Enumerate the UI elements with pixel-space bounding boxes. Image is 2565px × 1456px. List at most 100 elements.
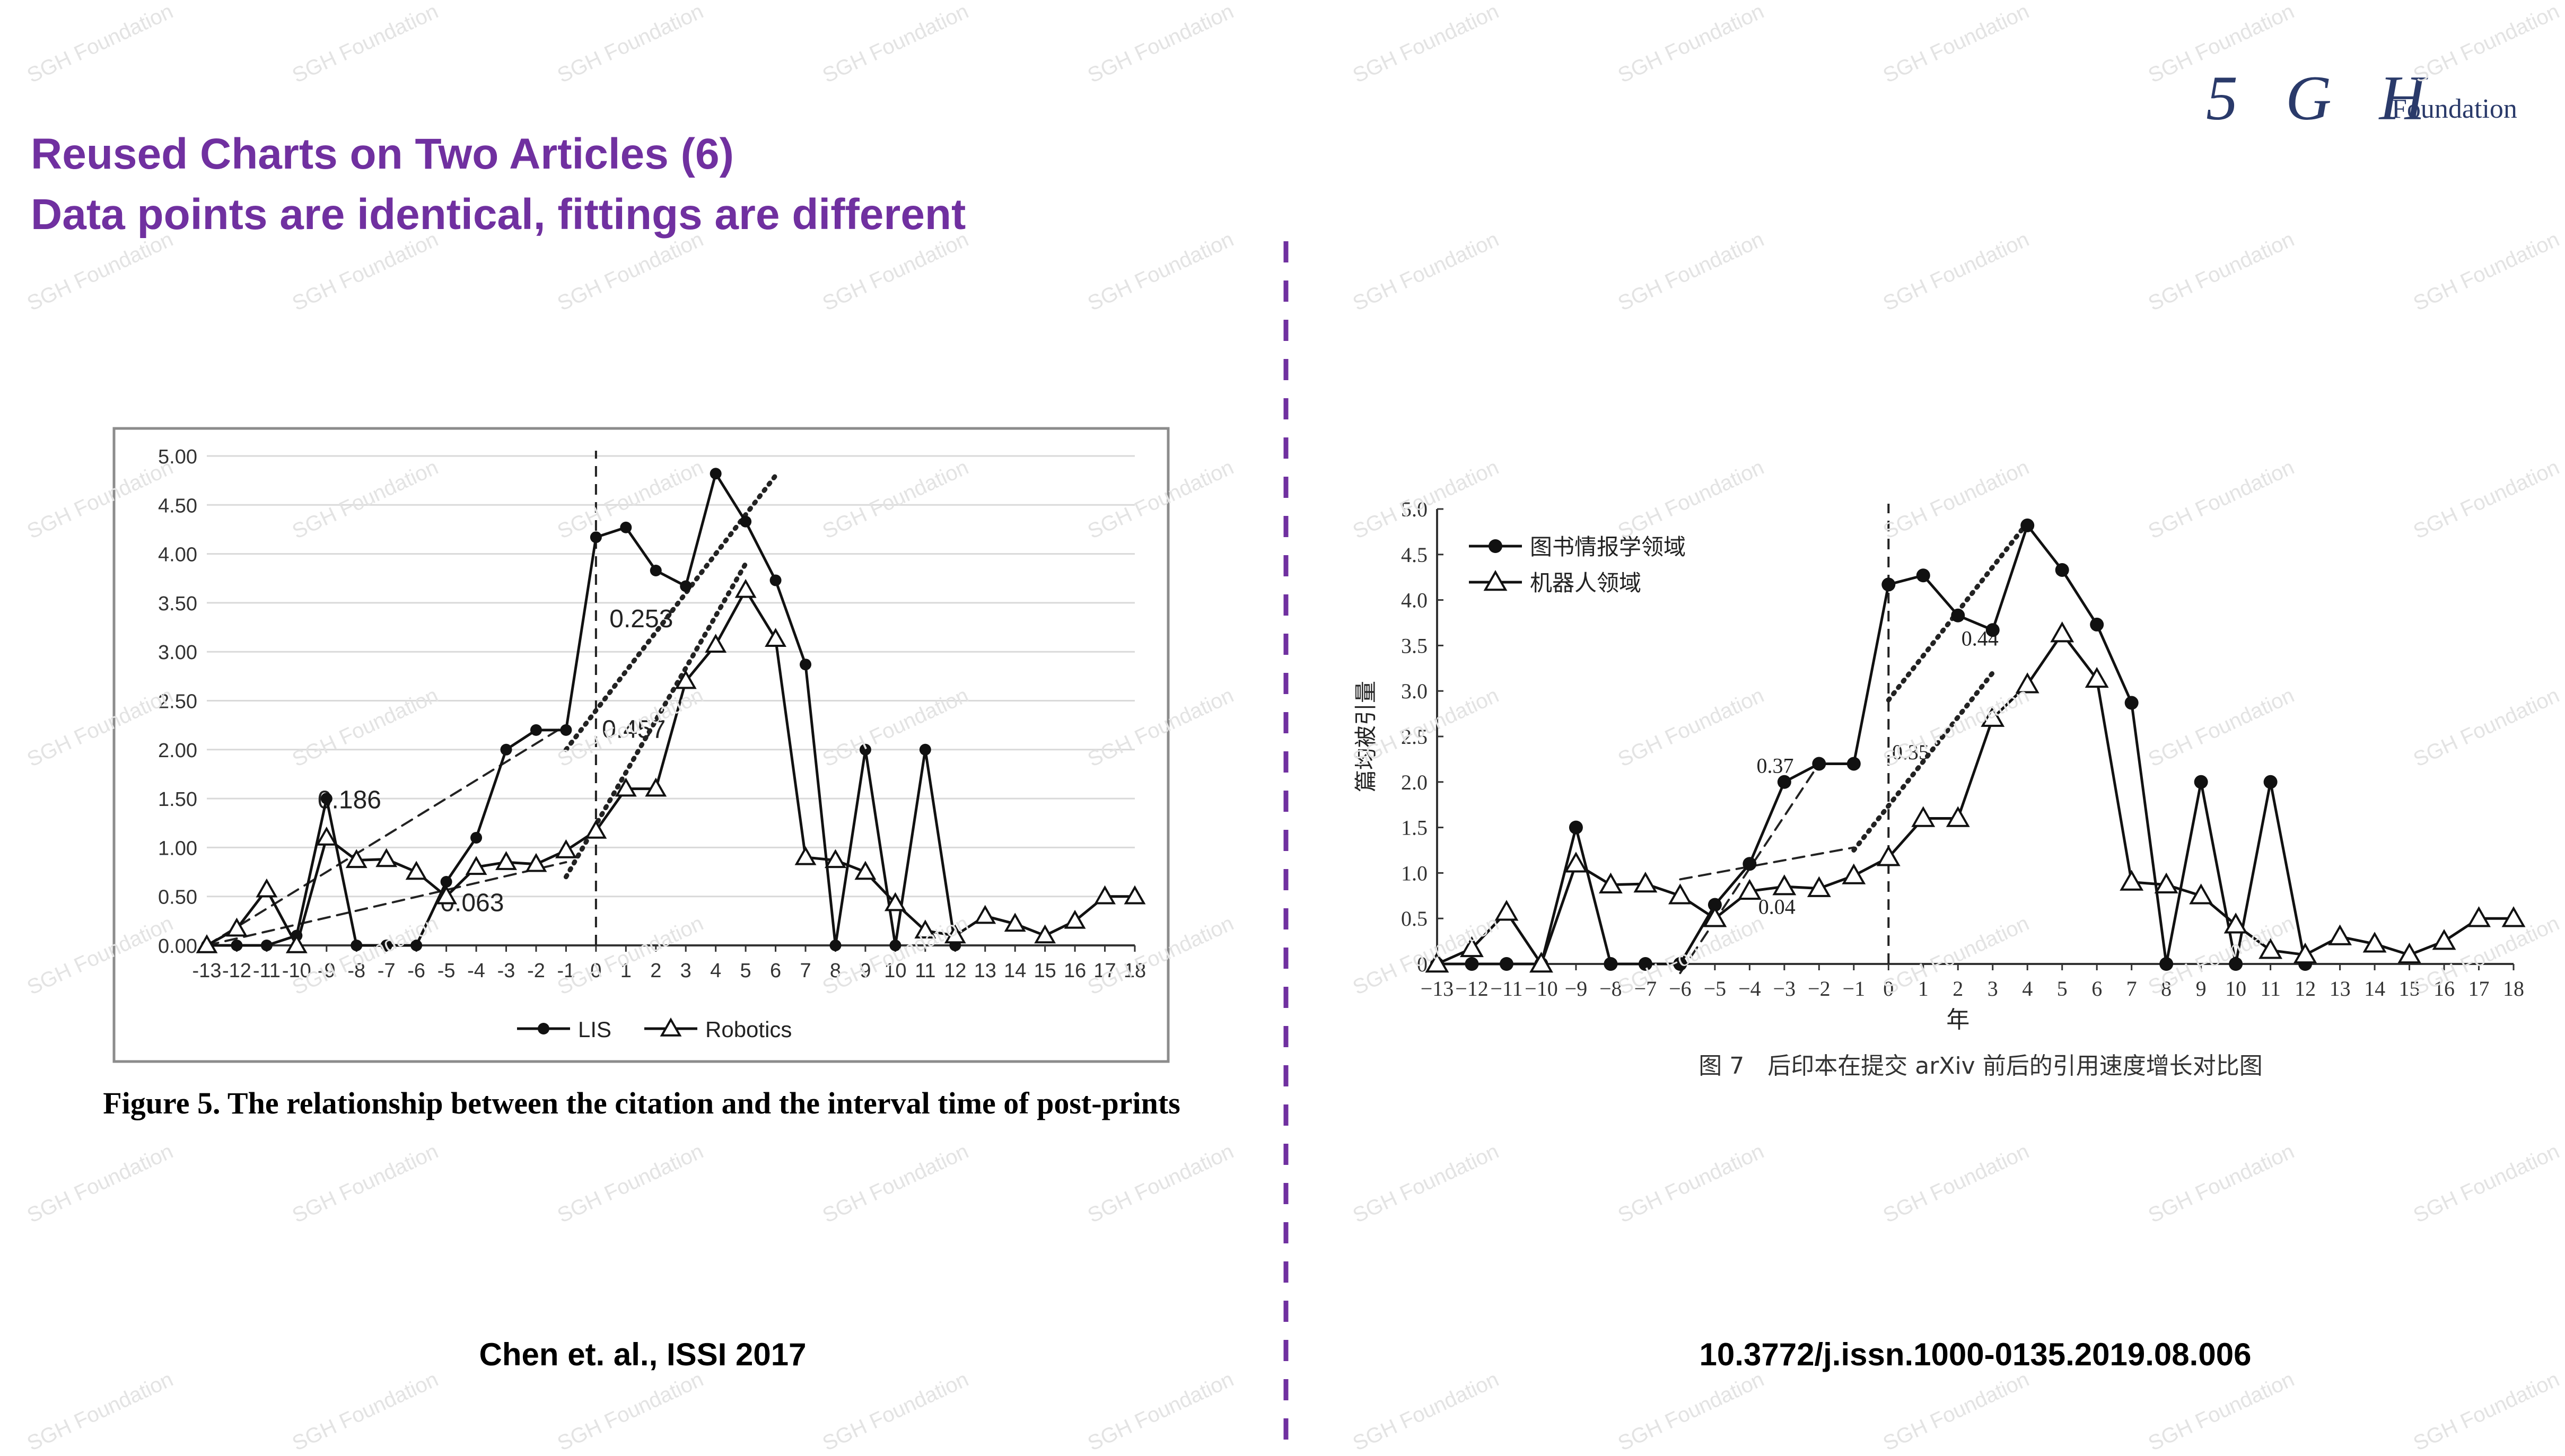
right-chart-data-point xyxy=(1911,806,1936,827)
right-chart-xtick-label: 5 xyxy=(2057,977,2068,1001)
right-chart-xtick-label: −12 xyxy=(1455,977,1489,1001)
left-chart-data-point xyxy=(1094,885,1116,905)
right-chart-xtick-label: 0 xyxy=(1883,977,1894,1001)
left-chart-data-point xyxy=(919,743,931,756)
right-chart-xtick-label: 14 xyxy=(2364,977,2385,1001)
right-chart-xtick-label: −9 xyxy=(1565,977,1588,1001)
left-chart-xtick-label: -7 xyxy=(378,960,396,982)
right-chart-data-point xyxy=(1564,852,1588,873)
left-chart-xtick-label: 9 xyxy=(860,960,871,982)
left-chart-legend-label: LIS xyxy=(578,1017,611,1042)
right-chart-data-point xyxy=(2050,621,2074,643)
right-chart-data-point xyxy=(1703,906,1727,927)
left-chart-data-point xyxy=(734,578,757,598)
left-chart-xtick-label: 0 xyxy=(590,960,601,982)
right-chart-data-point xyxy=(1494,900,1519,921)
right-chart-data-point xyxy=(2055,563,2069,577)
right-chart-data-point xyxy=(2223,913,2248,934)
right-chart-data-point xyxy=(1981,706,2005,727)
left-chart-xtick-label: 2 xyxy=(650,960,661,982)
left-chart-xtick-label: 15 xyxy=(1034,960,1056,982)
right-chart-xtick-label: 17 xyxy=(2468,977,2490,1001)
left-figure-caption: Figure 5. The relationship between the c… xyxy=(103,1086,1180,1120)
left-chart-data-point xyxy=(1004,913,1026,932)
right-chart-ytick-label: 2.5 xyxy=(1401,725,1428,749)
right-chart-data-point xyxy=(2020,518,2035,532)
right-chart-ytick-label: 1.5 xyxy=(1401,816,1428,840)
right-chart-data-point xyxy=(2432,929,2456,950)
right-chart-data-point xyxy=(2154,872,2178,893)
left-chart-data-point xyxy=(1124,885,1146,905)
left-chart-data-point xyxy=(435,885,458,905)
right-chart-data-point xyxy=(2258,938,2283,959)
left-chart-ytick-label: 2.50 xyxy=(158,691,197,713)
left-chart-xtick-label: -3 xyxy=(497,960,515,982)
left-chart-data-point xyxy=(410,940,423,951)
left-chart-data-point xyxy=(650,564,662,576)
left-chart-data-point xyxy=(260,940,273,951)
right-figure-caption: 图 7 后印本在提交 arXiv 前后的引用速度增长对比图 xyxy=(1699,1052,2262,1080)
right-chart-data-point xyxy=(1673,957,1687,971)
left-chart-data-point xyxy=(740,515,752,528)
right-chart-xtick-label: −7 xyxy=(1634,977,1657,1001)
left-chart-xtick-label: 10 xyxy=(884,960,906,982)
left-chart-fit-line xyxy=(206,861,567,946)
right-chart-data-point xyxy=(1842,863,1866,884)
right-chart-xtick-label: 8 xyxy=(2161,977,2172,1001)
right-chart: 00.51.01.52.02.53.03.54.04.55.0−13 −12 −11… xyxy=(1353,497,2526,1033)
right-chart-data-point xyxy=(2328,924,2352,945)
left-chart-data-point xyxy=(710,468,722,480)
right-chart-data-point xyxy=(1812,757,1826,771)
right-chart-xtick-label: 13 xyxy=(2330,977,2351,1001)
left-chart-fit-label: 0.253 xyxy=(609,605,673,633)
right-chart-xtick-label: −3 xyxy=(1773,977,1796,1001)
right-chart-data-point xyxy=(1633,871,1658,893)
right-chart-xtick-label: 6 xyxy=(2091,977,2102,1001)
left-chart-data-point xyxy=(525,853,547,872)
left-chart-data-point xyxy=(769,574,782,586)
left-chart-data-point xyxy=(1064,909,1086,929)
left-chart-xtick-label: -5 xyxy=(437,960,456,982)
right-chart-xtick-label: 1 xyxy=(1918,977,1929,1001)
right-chart-data-point xyxy=(1499,957,1513,971)
left-chart-legend-label: Robotics xyxy=(705,1017,792,1042)
left-chart-ytick-label: 3.00 xyxy=(158,642,197,664)
right-chart-series-line-1 xyxy=(1437,522,2307,966)
right-chart-ytick-label: 1.0 xyxy=(1401,861,1428,885)
right-chart-ytick-label: 0 xyxy=(1417,952,1428,976)
right-chart-data-point xyxy=(2090,617,2104,631)
left-chart-data-point xyxy=(585,819,607,839)
left-chart-xtick-label: 7 xyxy=(800,960,811,982)
right-chart-y-axis-label: 篇均被引量 xyxy=(1353,681,1379,792)
left-chart-data-point xyxy=(316,826,338,846)
left-chart-data-point xyxy=(345,849,367,869)
left-chart-data-point xyxy=(590,531,602,543)
right-chart-data-point xyxy=(1743,857,1757,871)
left-chart-data-point xyxy=(914,919,936,939)
left-chart-data-point xyxy=(375,848,398,867)
left-chart-data-point xyxy=(495,851,517,870)
right-chart-fit-label: 0.04 xyxy=(1758,895,1796,919)
logo-mark: 5 G H xyxy=(2206,63,2441,133)
right-chart-xtick-label: −8 xyxy=(1599,977,1622,1001)
right-chart-xtick-label: 12 xyxy=(2295,977,2316,1001)
right-chart-xtick-label: −4 xyxy=(1738,977,1761,1001)
right-chart-data-point xyxy=(2015,672,2039,694)
left-chart-data-point xyxy=(794,846,817,865)
left-chart-xtick-label: -1 xyxy=(557,960,575,982)
right-chart-xtick-label: −5 xyxy=(1704,977,1727,1001)
left-chart-legend-marker xyxy=(660,1017,682,1037)
right-chart-data-point xyxy=(2293,942,2317,964)
left-chart-data-point xyxy=(1034,924,1056,944)
left-chart-xtick-label: -9 xyxy=(318,960,336,982)
right-chart-data-point xyxy=(1807,876,1831,897)
right-chart-data-point xyxy=(2229,957,2243,971)
left-chart-data-point xyxy=(800,659,812,671)
left-chart-ytick-label: 4.00 xyxy=(158,544,197,566)
left-chart-data-point xyxy=(440,876,452,888)
left-chart-xtick-label: 3 xyxy=(680,960,691,982)
right-chart-legend-label: 图书情报学领域 xyxy=(1530,534,1686,560)
left-chart-fit-line xyxy=(206,724,567,946)
right-chart-data-point xyxy=(1569,820,1583,835)
